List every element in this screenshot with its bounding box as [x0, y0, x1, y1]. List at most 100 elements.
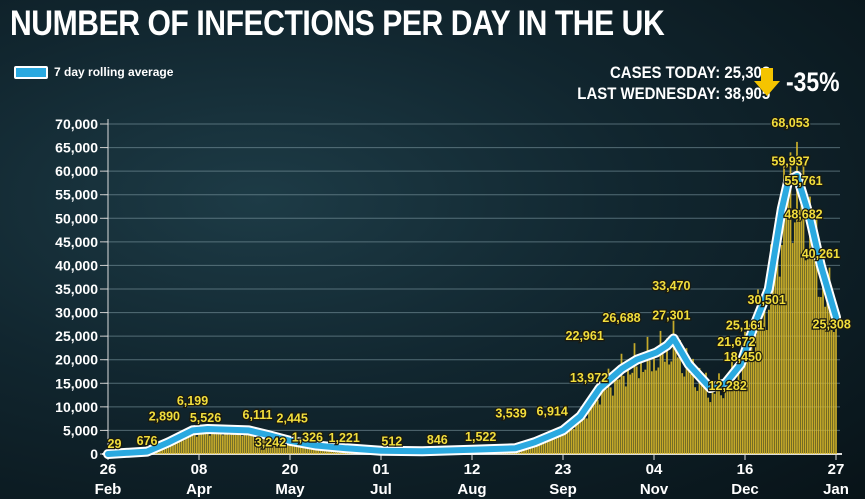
bar — [826, 290, 829, 454]
bar — [726, 390, 729, 454]
bar — [172, 440, 174, 454]
bar — [588, 398, 590, 454]
bar — [208, 435, 211, 454]
bar — [224, 431, 226, 454]
x-tick-month: May — [275, 481, 305, 498]
bar — [289, 439, 291, 454]
x-tick-day: 04 — [646, 461, 663, 478]
bar — [757, 289, 759, 454]
data-label: 30,501 — [748, 293, 786, 307]
bar — [759, 323, 762, 454]
data-label: 13,972 — [570, 371, 608, 385]
data-label: 2,890 — [149, 409, 180, 423]
bar — [811, 255, 814, 454]
bar — [594, 386, 597, 454]
bar — [273, 439, 276, 454]
bar — [778, 276, 781, 454]
data-label: 1,522 — [465, 430, 496, 444]
bar — [195, 436, 198, 454]
bar — [659, 330, 662, 454]
bar — [568, 423, 571, 454]
y-tick-label: 10,000 — [55, 399, 98, 415]
data-label: 12,282 — [709, 379, 747, 393]
bar — [789, 152, 792, 454]
bar — [555, 432, 558, 454]
data-label: 1,221 — [329, 431, 360, 445]
bar — [737, 363, 740, 454]
x-tick-month: Jan — [823, 481, 849, 498]
bar — [637, 378, 640, 454]
y-tick-label: 65,000 — [55, 140, 98, 156]
bar — [648, 360, 651, 454]
bar — [533, 444, 536, 454]
bar — [793, 222, 796, 454]
change-percent: -35% — [786, 66, 840, 97]
bar — [204, 427, 207, 454]
bar — [689, 373, 692, 454]
bar — [295, 442, 298, 454]
bar — [297, 441, 300, 454]
data-label: 25,161 — [726, 318, 764, 332]
bar — [657, 367, 660, 454]
y-tick-label: 60,000 — [55, 163, 98, 179]
bar — [722, 398, 725, 454]
bar — [200, 428, 203, 454]
bar — [291, 440, 294, 454]
bar — [620, 353, 623, 454]
bar — [687, 369, 690, 454]
bar — [655, 370, 658, 454]
data-label: 2,445 — [277, 411, 308, 425]
bar — [835, 311, 837, 454]
bar — [603, 387, 606, 454]
legend-label: 7 day rolling average — [54, 65, 174, 79]
bar — [282, 439, 285, 454]
bar — [650, 371, 653, 454]
bar — [206, 426, 209, 454]
bar — [570, 428, 573, 454]
bar — [596, 399, 599, 454]
bar — [616, 379, 619, 454]
data-label: 512 — [381, 435, 402, 449]
bar — [828, 267, 831, 454]
bar — [739, 379, 742, 454]
bar — [234, 435, 237, 454]
bar — [226, 429, 229, 454]
bar — [663, 361, 666, 454]
bar — [549, 432, 551, 454]
bar — [702, 385, 705, 454]
bar — [698, 367, 701, 454]
data-label: 48,682 — [784, 207, 822, 221]
bar — [705, 372, 707, 454]
bar — [819, 297, 822, 454]
bar — [263, 433, 265, 454]
x-tick-day: 23 — [555, 461, 572, 478]
bar — [167, 441, 170, 454]
bar — [577, 418, 580, 454]
bar — [724, 379, 727, 454]
bar — [817, 296, 820, 454]
data-label: 22,961 — [566, 329, 604, 343]
bar — [269, 435, 272, 454]
bar — [252, 431, 255, 454]
bar — [633, 343, 636, 454]
y-tick-label: 70,000 — [55, 116, 98, 132]
bar — [592, 403, 595, 454]
bar — [802, 164, 805, 454]
y-tick-label: 15,000 — [55, 375, 98, 391]
y-tick-label: 50,000 — [55, 210, 98, 226]
bar — [185, 434, 187, 454]
data-label: 6,111 — [243, 408, 273, 422]
data-label: 676 — [137, 434, 158, 448]
x-tick-day: 26 — [100, 461, 117, 478]
bar — [306, 446, 309, 454]
bar — [254, 437, 257, 454]
data-label: 25,308 — [813, 318, 851, 332]
bar — [720, 395, 723, 454]
bar — [211, 431, 213, 454]
bar — [800, 198, 803, 454]
bar — [293, 445, 296, 454]
bar — [715, 390, 718, 454]
bar — [245, 427, 248, 454]
bar — [601, 380, 603, 454]
data-label: 26,688 — [602, 311, 640, 325]
